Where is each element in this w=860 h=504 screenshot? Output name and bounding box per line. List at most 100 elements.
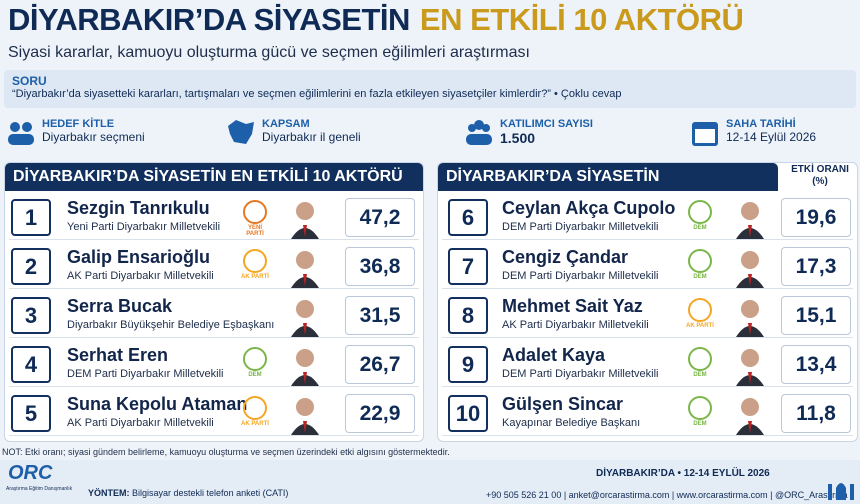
role: AK Parti Diyarbakır Milletvekili [67, 417, 214, 429]
column-header-line: ETKİ ORANI [791, 164, 849, 175]
party-emblem [688, 347, 712, 371]
name: Ceylan Akça Cupolo [502, 198, 676, 218]
ranking-row: 6 Ceylan Akça Cupolo DEM Parti Diyarbakır … [442, 195, 853, 240]
influence-rate: 36,8 [345, 247, 415, 286]
party-name: AK PARTİ [241, 274, 269, 280]
info-item: HEDEF KİTLE Diyarbakır seçmeni [6, 114, 206, 154]
name: Galip Ensarioğlu [67, 247, 211, 267]
role: DEM Parti Diyarbakır Milletvekili [502, 270, 659, 282]
influence-rate: 11,8 [781, 394, 851, 433]
party-name: AK PARTİ [686, 323, 714, 329]
party-logo: DEM [684, 396, 716, 430]
ranking-row: 1 Sezgin Tanrıkulu Yeni Parti Diyarbakır M… [9, 195, 419, 240]
info-item: KATILIMCI SAYISI 1.500 [464, 114, 664, 154]
rank: 9 [448, 346, 488, 383]
logo-tagline: Araştırma Eğitim Danışmanlık [6, 486, 73, 492]
party-emblem [688, 249, 712, 273]
party-emblem [243, 396, 267, 420]
note: NOT: Etki oranı; siyasi gündem belirleme… [2, 447, 450, 457]
title-main: DİYARBAKIR’DA SİYASETİN [8, 2, 410, 37]
rank: 5 [11, 395, 51, 432]
rank: 4 [11, 346, 51, 383]
map-icon [228, 120, 254, 144]
info-label: HEDEF KİTLE [42, 118, 115, 130]
info-value: Diyarbakır il geneli [262, 130, 361, 144]
name: Gülşen Sincar [502, 394, 624, 414]
info-item: SAHA TARİHİ 12-14 Eylül 2026 [690, 114, 860, 154]
portrait [736, 349, 764, 386]
people-icon [8, 122, 34, 145]
name: Sezgin Tanrıkulu [67, 198, 210, 218]
rank: 1 [11, 199, 51, 236]
ranking-row: 10 Gülşen Sincar Kayapınar Belediye Başkan… [442, 391, 853, 436]
ranking-row: 5 Suna Kepolu Ataman AK Parti Diyarbakır M… [9, 391, 419, 436]
info-label: KAPSAM [262, 118, 310, 130]
ranking-row: 2 Galip Ensarioğlu AK Parti Diyarbakır Mil… [9, 244, 419, 289]
rank: 7 [448, 248, 488, 285]
name: Serra Bucak [67, 296, 173, 316]
party-logo: DEM [684, 249, 716, 283]
rank: 6 [448, 199, 488, 236]
rank: 3 [11, 297, 51, 334]
ranking-row: 4 Serhat Eren DEM Parti Diyarbakır Milletv… [9, 342, 419, 387]
footer: ORC Araştırma Eğitim Danışmanlık YÖNTEM:… [0, 460, 860, 504]
place-date: DİYARBAKIR’DA • 12-14 EYLÜL 2026 [596, 468, 770, 479]
influence-rate: 15,1 [781, 296, 851, 335]
portrait [291, 251, 319, 288]
influence-rate: 19,6 [781, 198, 851, 237]
party-emblem [688, 200, 712, 224]
party-logo: AK PARTİ [239, 249, 271, 283]
portrait [736, 251, 764, 288]
calendar-icon [692, 122, 718, 146]
role: AK Parti Diyarbakır Milletvekili [502, 319, 649, 331]
influence-rate: 26,7 [345, 345, 415, 384]
party-name: DEM [693, 372, 707, 378]
portrait [291, 349, 319, 386]
role: AK Parti Diyarbakır Milletvekili [67, 270, 214, 282]
question-label: SORU [12, 74, 47, 88]
info-value: 12-14 Eylül 2026 [726, 130, 817, 144]
mosque-icon [828, 483, 854, 500]
party-emblem [243, 200, 267, 224]
name: Mehmet Sait Yaz [502, 296, 643, 316]
logo: ORC [8, 462, 53, 484]
title-highlight: EN ETKİLİ 10 AKTÖRÜ [419, 2, 744, 37]
party-name: DEM [693, 274, 707, 280]
name: Serhat Eren [67, 345, 169, 365]
rank: 2 [11, 248, 51, 285]
party-logo: DEM [239, 347, 271, 381]
info-item: KAPSAM Diyarbakır il geneli [226, 114, 426, 154]
influence-rate: 47,2 [345, 198, 415, 237]
party-name: DEM [693, 225, 707, 231]
title: DİYARBAKIR’DA SİYASETİN EN ETKİLİ 10 AKTÖ… [8, 2, 744, 38]
influence-rate: 31,5 [345, 296, 415, 335]
ranking-row: 3 Serra Bucak Diyarbakır Büyükşehir Beledi… [9, 293, 419, 338]
panel-title: DİYARBAKIR’DA SİYASETİN [438, 163, 778, 191]
contact: +90 505 526 21 00 | anket@orcarastirma.c… [486, 490, 848, 500]
name: Adalet Kaya [502, 345, 606, 365]
party-emblem [688, 396, 712, 420]
party-emblem [243, 347, 267, 371]
portrait [736, 398, 764, 435]
party-emblem [243, 249, 267, 273]
people-icon [466, 120, 492, 145]
info-value: Diyarbakır seçmeni [42, 130, 145, 144]
influence-rate: 17,3 [781, 247, 851, 286]
left-panel: DİYARBAKIR’DA SİYASETİN EN ETKİLİ 10 AKT… [4, 162, 424, 442]
role: DEM Parti Diyarbakır Milletvekili [502, 368, 659, 380]
party-name: AK PARTİ [241, 421, 269, 427]
column-header: ETKİ ORANI (%) [790, 164, 850, 188]
portrait [736, 300, 764, 337]
party-name: DEM [248, 372, 262, 378]
ranking-row: 7 Cengiz Çandar DEM Parti Diyarbakır Mille… [442, 244, 853, 289]
question-text: “Diyarbakır’da siyasetteki kararları, ta… [12, 88, 622, 100]
party-logo: DEM [684, 200, 716, 234]
method-label: YÖNTEM: [88, 488, 130, 498]
column-header-line: (%) [812, 176, 828, 187]
party-logo: YENİ PARTİ [239, 200, 271, 237]
role: Yeni Parti Diyarbakır Milletvekili [67, 221, 221, 233]
role: DEM Parti Diyarbakır Milletvekili [67, 368, 224, 380]
role: Diyarbakır Büyükşehir Belediye Eşbaşkanı [67, 319, 275, 331]
party-logo: DEM [684, 347, 716, 381]
